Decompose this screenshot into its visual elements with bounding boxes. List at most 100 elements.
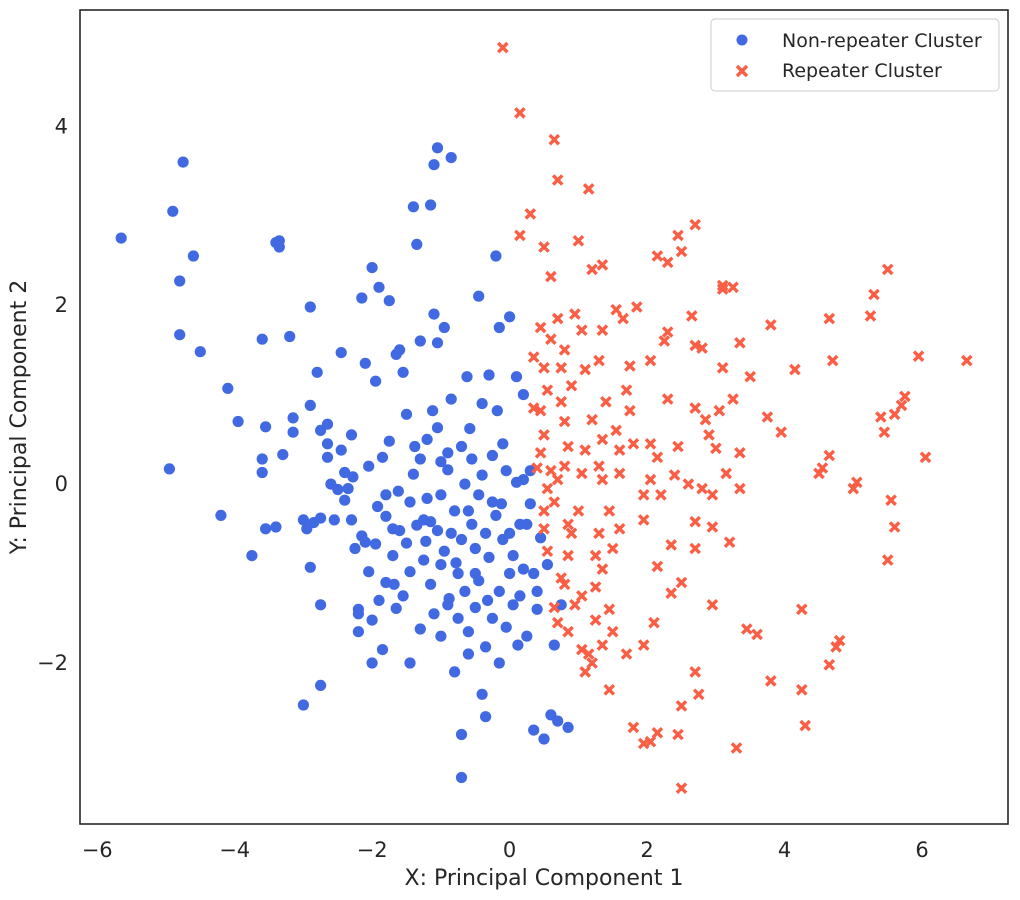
data-point	[514, 518, 526, 530]
data-point	[115, 232, 127, 244]
data-point	[661, 326, 674, 338]
data-point	[586, 263, 598, 276]
data-point	[579, 363, 592, 376]
data-point	[960, 354, 973, 367]
data-point	[455, 728, 468, 741]
data-point	[651, 726, 664, 739]
y-axis-ticks: −2 0 2 4	[37, 114, 68, 675]
data-point	[459, 478, 471, 490]
data-point	[462, 626, 474, 638]
data-point	[593, 527, 605, 540]
data-point	[524, 498, 536, 510]
data-point	[507, 550, 519, 562]
data-point	[850, 476, 863, 489]
data-point	[644, 473, 657, 486]
data-point	[435, 456, 447, 468]
data-point	[510, 476, 523, 488]
data-point	[575, 467, 588, 480]
data-point	[510, 371, 523, 383]
data-point	[531, 603, 543, 615]
data-point	[390, 602, 402, 615]
data-point	[555, 395, 568, 408]
data-point	[311, 366, 323, 378]
data-point	[706, 488, 719, 501]
data-point	[528, 724, 540, 736]
data-point	[256, 453, 268, 465]
data-point	[545, 270, 557, 283]
data-point	[347, 471, 359, 483]
data-point	[868, 288, 880, 301]
data-point	[665, 539, 678, 551]
y-tick-label: 4	[55, 114, 68, 138]
data-point	[899, 390, 911, 403]
data-point	[493, 321, 505, 334]
data-point	[421, 433, 433, 445]
data-point	[689, 339, 702, 352]
data-point	[476, 688, 488, 700]
data-point	[428, 608, 440, 620]
data-point	[720, 467, 733, 480]
data-point	[383, 435, 395, 447]
data-point	[558, 578, 571, 591]
data-point	[342, 483, 354, 495]
data-point	[473, 290, 485, 302]
data-point	[370, 375, 382, 387]
data-point	[297, 514, 309, 526]
data-point	[881, 554, 894, 566]
data-point	[383, 295, 395, 307]
data-point	[480, 527, 492, 539]
data-point	[672, 440, 684, 453]
data-point	[716, 279, 729, 292]
data-point	[425, 199, 437, 211]
data-point	[473, 489, 485, 501]
data-point	[504, 311, 516, 323]
data-point	[648, 616, 660, 629]
data-point	[400, 537, 413, 549]
data-point	[352, 608, 364, 620]
data-point	[304, 561, 316, 573]
data-point	[411, 519, 423, 531]
data-point	[427, 405, 439, 417]
data-point	[486, 612, 498, 624]
data-point	[551, 616, 564, 629]
data-point	[407, 468, 419, 480]
data-point	[596, 639, 609, 651]
data-point	[431, 142, 444, 154]
data-point	[672, 728, 684, 741]
data-point	[438, 321, 450, 334]
data-point	[548, 601, 561, 614]
data-point	[469, 601, 481, 614]
data-point	[545, 464, 557, 477]
data-point	[512, 639, 524, 651]
data-point	[596, 324, 609, 337]
legend-label-repeater: Repeater Cluster	[782, 60, 942, 82]
data-point	[562, 625, 574, 638]
data-point	[435, 630, 447, 642]
data-point	[713, 404, 726, 417]
data-point	[610, 303, 623, 316]
x-tick-label: −6	[82, 838, 113, 862]
data-point	[490, 509, 502, 521]
data-point	[328, 514, 340, 526]
data-point	[425, 516, 437, 528]
data-point	[596, 473, 609, 486]
data-point	[321, 438, 334, 450]
data-point	[366, 657, 378, 669]
data-point	[538, 505, 550, 517]
data-point	[575, 324, 588, 337]
data-point	[596, 563, 609, 575]
data-point	[545, 333, 557, 346]
data-point	[764, 675, 777, 687]
data-point	[682, 478, 695, 490]
data-point	[833, 634, 846, 647]
data-point	[555, 599, 567, 611]
y-tick-label: 2	[55, 293, 68, 317]
data-point	[823, 658, 836, 671]
data-point	[476, 398, 488, 410]
data-point	[534, 321, 547, 334]
data-point	[555, 361, 568, 374]
data-point	[273, 241, 285, 253]
data-point	[734, 482, 746, 495]
data-point	[620, 384, 633, 397]
